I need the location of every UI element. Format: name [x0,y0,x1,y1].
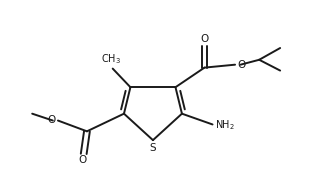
Text: O: O [200,34,209,44]
Text: NH$_2$: NH$_2$ [215,119,235,132]
Text: O: O [78,155,86,165]
Text: S: S [150,143,156,153]
Text: O: O [238,60,246,70]
Text: CH$_3$: CH$_3$ [101,52,121,66]
Text: O: O [47,115,55,125]
